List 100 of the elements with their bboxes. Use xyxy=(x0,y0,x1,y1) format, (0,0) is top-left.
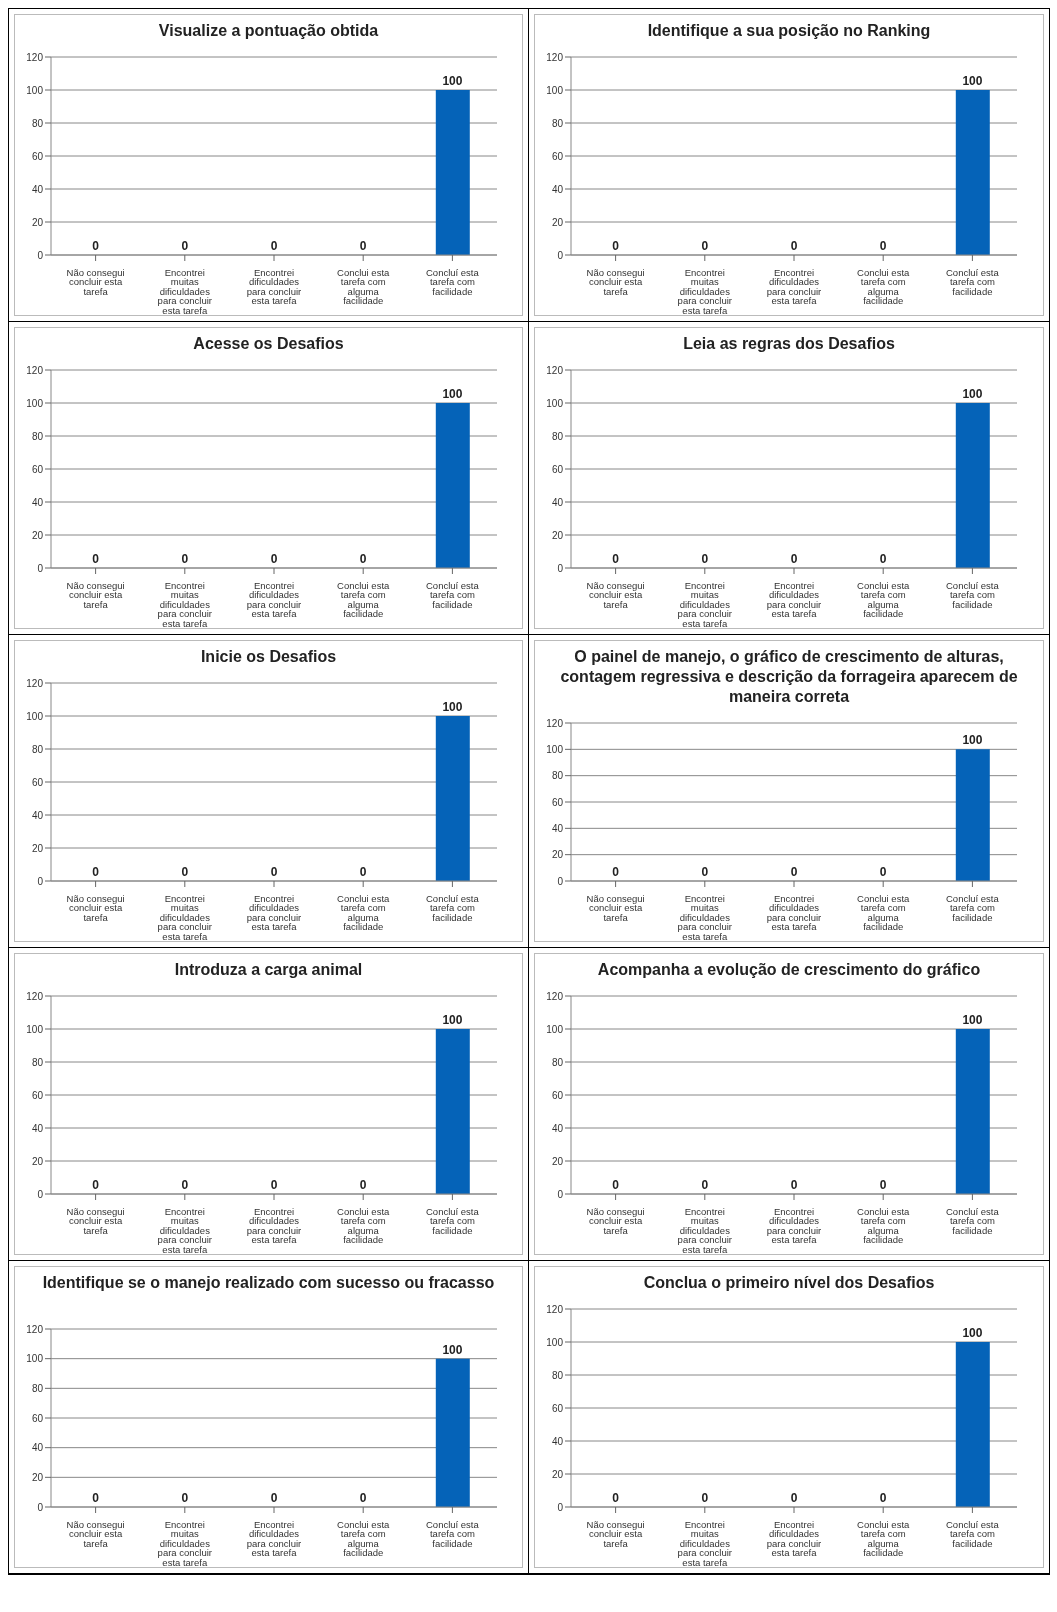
y-tick-label: 100 xyxy=(546,84,564,96)
data-label: 0 xyxy=(790,552,798,566)
x-tick-label: Não consegui concluir esta tarefa xyxy=(66,266,125,297)
data-label: 0 xyxy=(92,865,100,879)
x-tick-label: Concluí esta tarefa com facilidade xyxy=(425,266,480,297)
x-tick-label: Não consegui concluir esta tarefa xyxy=(66,1518,125,1549)
data-label: 0 xyxy=(701,1178,709,1192)
data-label: 0 xyxy=(181,239,189,253)
y-tick-label: 40 xyxy=(31,1442,44,1454)
data-label: 0 xyxy=(270,239,278,253)
x-tick-label: Encontrei muitas dificuldades para concluir esta tarefa xyxy=(677,1205,732,1255)
x-tick-label: Encontrei dificuldades para concluir esta tarefa xyxy=(766,892,822,933)
data-label: 0 xyxy=(359,865,367,879)
x-tick-label: Encontrei dificuldades para concluir esta tarefa xyxy=(766,1205,822,1246)
y-tick-label: 60 xyxy=(551,796,564,808)
x-tick-label: Não consegui concluir esta tarefa xyxy=(586,579,645,610)
data-label: 0 xyxy=(181,552,189,566)
y-tick-label: 120 xyxy=(26,1323,44,1335)
x-tick-label: Encontrei muitas dificuldades para concluir esta tarefa xyxy=(677,892,732,942)
x-tick-label: Encontrei muitas dificuldades para concluir esta tarefa xyxy=(677,579,732,629)
x-tick-label: Concluí esta tarefa com facilidade xyxy=(945,892,1000,923)
y-tick-label: 0 xyxy=(557,1501,564,1513)
data-label: 100 xyxy=(962,387,983,401)
y-tick-label: 20 xyxy=(31,529,44,541)
chart-title: Identifique a sua posição no Ranking xyxy=(646,21,932,41)
y-tick-label: 0 xyxy=(37,249,44,261)
data-label: 0 xyxy=(270,1491,278,1505)
y-tick-label: 40 xyxy=(31,1122,44,1134)
y-tick-label: 20 xyxy=(31,842,44,854)
data-label: 0 xyxy=(359,1491,367,1505)
data-label: 100 xyxy=(442,1342,463,1357)
x-tick-label: Conclui esta tarefa com alguma facilidade xyxy=(337,579,391,620)
y-tick-label: 100 xyxy=(546,1336,564,1348)
y-tick-label: 60 xyxy=(551,1402,564,1414)
x-tick-label: Não consegui concluir esta tarefa xyxy=(66,892,125,923)
x-tick-label: Não consegui concluir esta tarefa xyxy=(66,1205,125,1236)
y-tick-label: 20 xyxy=(31,1471,44,1483)
y-tick-label: 0 xyxy=(37,562,44,574)
x-tick-label: Não consegui concluir esta tarefa xyxy=(66,579,125,610)
y-tick-label: 100 xyxy=(26,397,44,409)
y-tick-label: 60 xyxy=(31,150,44,162)
y-tick-label: 60 xyxy=(31,1089,44,1101)
x-tick-label: Conclui esta tarefa com alguma facilidade xyxy=(857,892,911,933)
data-label: 100 xyxy=(962,74,983,88)
y-tick-label: 80 xyxy=(551,1369,564,1381)
y-tick-label: 20 xyxy=(551,1468,564,1480)
x-tick-label: Encontrei dificuldades para concluir esta tarefa xyxy=(766,579,822,620)
y-tick-label: 40 xyxy=(551,1122,564,1134)
y-tick-label: 20 xyxy=(551,1155,564,1167)
data-label: 100 xyxy=(442,1013,463,1027)
x-tick-label: Encontrei muitas dificuldades para concluir esta tarefa xyxy=(677,1518,732,1568)
data-label: 0 xyxy=(92,1178,100,1192)
y-tick-label: 20 xyxy=(551,849,564,861)
data-label: 0 xyxy=(701,239,709,253)
x-tick-label: Encontrei muitas dificuldades para concluir esta tarefa xyxy=(677,266,732,316)
y-tick-label: 100 xyxy=(546,1023,564,1035)
chart-title: Acompanha a evolução de crescimento do gráfico xyxy=(596,960,982,980)
y-tick-label: 80 xyxy=(31,1382,44,1394)
data-label: 100 xyxy=(442,700,463,714)
y-tick-label: 120 xyxy=(26,677,44,689)
x-tick-label: Encontrei dificuldades para concluir esta tarefa xyxy=(246,1205,302,1246)
y-tick-label: 0 xyxy=(557,249,564,261)
y-tick-label: 100 xyxy=(546,397,564,409)
x-tick-label: Concluí esta tarefa com facilidade xyxy=(945,579,1000,610)
data-label: 0 xyxy=(612,239,620,253)
y-tick-label: 120 xyxy=(546,1303,564,1315)
y-tick-label: 40 xyxy=(551,183,564,195)
x-tick-label: Concluí esta tarefa com facilidade xyxy=(945,1518,1000,1549)
y-tick-label: 20 xyxy=(551,529,564,541)
data-label: 0 xyxy=(612,552,620,566)
x-tick-label: Encontrei muitas dificuldades para concluir esta tarefa xyxy=(157,579,212,629)
data-label: 0 xyxy=(92,239,100,253)
data-label: 0 xyxy=(790,865,798,879)
x-tick-label: Encontrei dificuldades para concluir esta tarefa xyxy=(766,1518,822,1559)
x-tick-label: Encontrei muitas dificuldades para concluir esta tarefa xyxy=(157,892,212,942)
y-tick-label: 120 xyxy=(546,364,564,376)
x-tick-label: Encontrei dificuldades para concluir esta tarefa xyxy=(766,266,822,307)
y-tick-label: 80 xyxy=(551,1056,564,1068)
data-label: 0 xyxy=(612,1491,620,1505)
x-tick-label: Conclui esta tarefa com alguma facilidade xyxy=(857,1518,911,1559)
y-tick-label: 80 xyxy=(551,430,564,442)
data-label: 0 xyxy=(879,1178,887,1192)
data-label: 0 xyxy=(181,1178,189,1192)
data-label: 0 xyxy=(701,1491,709,1505)
data-label: 0 xyxy=(879,239,887,253)
x-tick-label: Concluí esta tarefa com facilidade xyxy=(945,1205,1000,1236)
data-label: 0 xyxy=(790,239,798,253)
y-tick-label: 120 xyxy=(26,364,44,376)
x-tick-label: Encontrei dificuldades para concluir esta tarefa xyxy=(246,1518,302,1559)
y-tick-label: 100 xyxy=(26,1023,44,1035)
x-tick-label: Encontrei dificuldades para concluir esta tarefa xyxy=(246,266,302,307)
data-label: 100 xyxy=(962,1013,983,1027)
x-tick-label: Encontrei muitas dificuldades para concluir esta tarefa xyxy=(157,266,212,316)
y-tick-label: 80 xyxy=(551,117,564,129)
data-label: 0 xyxy=(270,552,278,566)
data-label: 100 xyxy=(442,387,463,401)
y-tick-label: 80 xyxy=(31,1056,44,1068)
y-tick-label: 100 xyxy=(26,710,44,722)
y-tick-label: 0 xyxy=(37,1188,44,1200)
x-tick-label: Concluí esta tarefa com facilidade xyxy=(425,892,480,923)
